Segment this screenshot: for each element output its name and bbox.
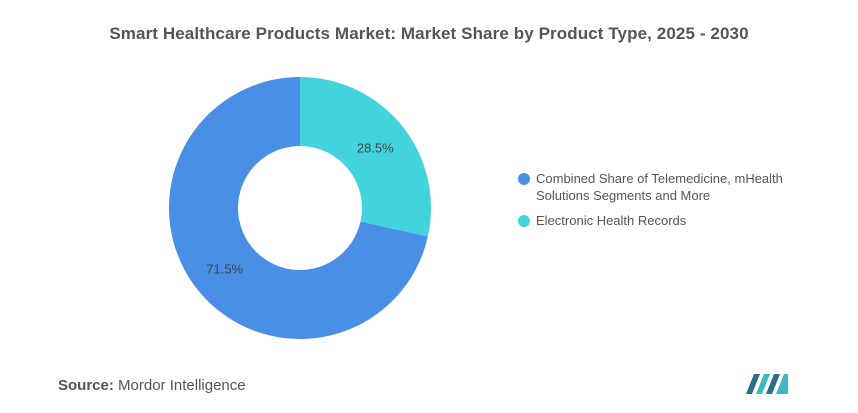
- legend-label-combined-share: Combined Share of Telemedicine, mHealth …: [536, 171, 783, 203]
- legend-label-electronic-health-records: Electronic Health Records: [536, 213, 687, 228]
- legend-item-electronic-health-records: Electronic Health Records: [518, 212, 818, 229]
- legend-item-combined-share: Combined Share of Telemedicine, mHealth …: [518, 170, 818, 204]
- chart-legend: Combined Share of Telemedicine, mHealth …: [518, 170, 818, 237]
- data-label-electronic-health-records: 28.5%: [357, 141, 394, 156]
- source-text: Mordor Intelligence: [118, 377, 246, 394]
- slice-electronic-health-records: [300, 77, 431, 237]
- donut-chart: 28.5% 71.5%: [169, 77, 431, 339]
- source-label: Source:: [58, 377, 114, 394]
- slice-combined-share: [169, 77, 428, 339]
- data-label-combined-share: 71.5%: [206, 261, 243, 276]
- chart-title: Smart Healthcare Products Market: Market…: [109, 24, 749, 43]
- legend-swatch-combined-share: [518, 173, 530, 185]
- mordor-intelligence-logo: [746, 374, 788, 394]
- source-note: Source: Mordor Intelligence: [58, 377, 246, 394]
- legend-swatch-electronic-health-records: [518, 215, 530, 227]
